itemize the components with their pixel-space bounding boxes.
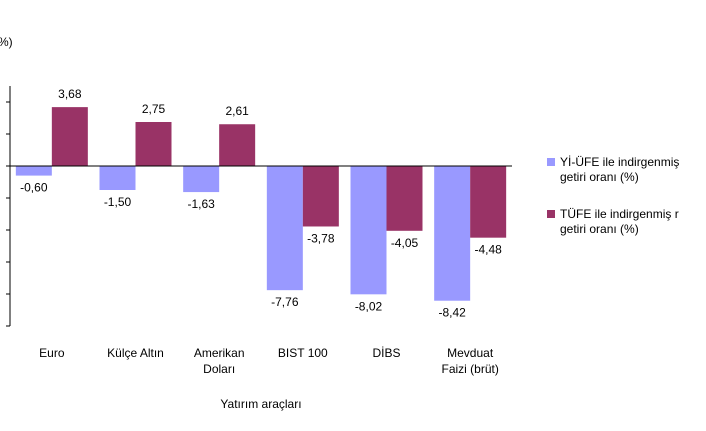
data-label: -0,60: [20, 181, 48, 195]
legend-swatch-tufe: [547, 210, 555, 218]
legend-label-line: getiri oranı (%): [560, 170, 639, 184]
data-label: 2,75: [142, 102, 166, 116]
bar-series2: [302, 166, 339, 227]
data-label: -4,48: [474, 243, 502, 257]
bar-series1: [15, 166, 52, 176]
bar-series1: [350, 166, 387, 295]
category-label-line: Doları: [203, 362, 235, 376]
category-label: BIST 100: [278, 346, 328, 360]
data-label: -1,63: [187, 197, 215, 211]
value-labels-group: -0,60 3,68 -1,50 2,75 -1,63 2,61 -7,76 -3,78 -8,…: [20, 87, 502, 320]
bars-group: [15, 107, 507, 301]
y-axis-title: %): [0, 35, 13, 49]
bar-series2: [51, 107, 88, 166]
bar-series1: [183, 166, 220, 193]
bar-series2: [135, 122, 172, 166]
data-label: -3,78: [307, 231, 335, 245]
category-label-line: DİBS: [372, 346, 400, 360]
category-label-line: Amerikan: [194, 346, 245, 360]
data-label: -7,76: [271, 295, 299, 309]
legend-label-line: getiri oranı (%): [560, 222, 639, 236]
bar-series2: [386, 166, 423, 231]
category-label-line: Mevduat: [447, 346, 494, 360]
legend-label-line: Yİ-ÜFE ile indirgenmiş: [560, 155, 680, 169]
x-axis-title: Yatırım araçları: [220, 397, 301, 411]
category-label-line: BIST 100: [278, 346, 328, 360]
legend: Yİ-ÜFE ile indirgenmiş getiri oranı (%) …: [547, 155, 679, 259]
legend-item-yi-ufe: Yİ-ÜFE ile indirgenmiş getiri oranı (%): [547, 155, 679, 185]
data-label: -8,42: [438, 306, 466, 320]
data-label: 3,68: [58, 87, 82, 101]
category-label-line: Külçe Altın: [107, 346, 164, 360]
bar-series1: [99, 166, 136, 190]
category-label: Amerikan Doları: [194, 346, 245, 376]
bar-series2: [470, 166, 507, 238]
data-label: -1,50: [104, 195, 132, 209]
data-label: -4,05: [391, 236, 419, 250]
legend-item-tufe: TÜFE ile indirgenmiş r getiri oranı (%): [547, 207, 679, 237]
legend-swatch-yi-ufe: [547, 158, 555, 166]
category-label-line: Euro: [39, 346, 65, 360]
bar-series1: [266, 166, 303, 291]
data-label: 2,61: [225, 104, 249, 118]
category-label-line: Faizi (brüt): [441, 362, 498, 376]
y-axis-ticks: [6, 101, 10, 327]
category-label: Euro: [39, 346, 65, 360]
legend-label-line: TÜFE ile indirgenmiş r: [560, 207, 679, 221]
category-label: Külçe Altın: [107, 346, 164, 360]
bar-series1: [434, 166, 471, 301]
category-label: Mevduat Faizi (brüt): [441, 346, 498, 376]
category-label: DİBS: [372, 346, 400, 360]
data-label: -8,02: [355, 299, 383, 313]
category-labels-group: Euro Külçe Altın Amerikan Doları BIST 100 DİB…: [39, 346, 499, 376]
bar-series2: [219, 124, 256, 166]
